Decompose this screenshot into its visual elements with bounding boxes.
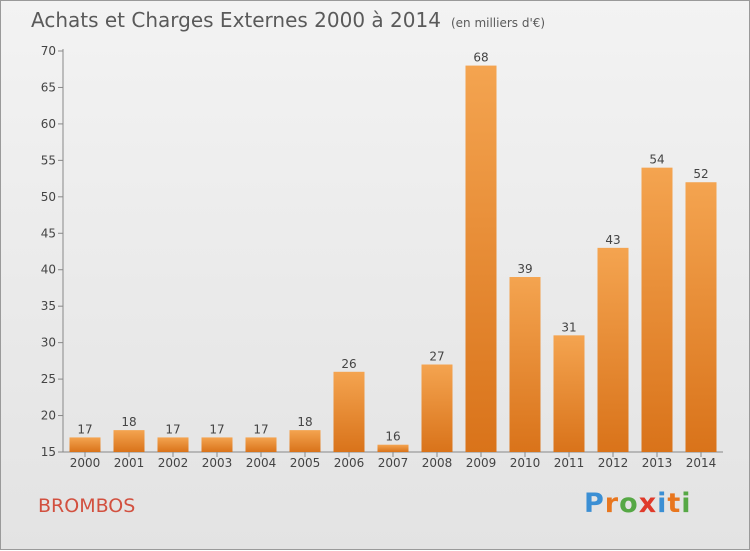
y-tick-label: 35	[41, 299, 56, 313]
bar	[157, 437, 189, 452]
y-tick-label: 70	[41, 44, 56, 58]
data-label: 17	[253, 422, 268, 436]
data-label: 31	[561, 320, 576, 334]
x-tick-label: 2008	[422, 456, 453, 470]
bar	[641, 167, 673, 452]
bar	[201, 437, 233, 452]
bar	[421, 364, 453, 452]
y-tick-label: 65	[41, 80, 56, 94]
chart-title: Achats et Charges Externes 2000 à 2014 (e…	[31, 8, 545, 32]
bar	[113, 430, 145, 452]
logo-letter: P	[584, 488, 605, 519]
x-tick-label: 2010	[510, 456, 541, 470]
y-tick-label: 45	[41, 226, 56, 240]
x-tick-label: 2013	[642, 456, 673, 470]
data-label: 39	[517, 262, 532, 276]
bar	[377, 444, 409, 452]
bar	[597, 247, 629, 452]
bar	[509, 277, 541, 452]
logo-letter: x	[638, 488, 658, 519]
logo-letter: o	[619, 488, 639, 519]
logo-letter: t	[667, 488, 682, 519]
logo-letter: i	[681, 488, 692, 519]
y-tick-label: 50	[41, 190, 56, 204]
x-tick-label: 2014	[686, 456, 717, 470]
y-tick-label: 20	[41, 409, 56, 423]
x-tick-label: 2005	[290, 456, 321, 470]
x-tick-label: 2003	[202, 456, 233, 470]
data-label: 17	[165, 422, 180, 436]
data-label: 18	[121, 415, 136, 429]
data-label: 17	[77, 422, 92, 436]
bar	[69, 437, 101, 452]
y-tick-label: 40	[41, 263, 56, 277]
y-tick-label: 55	[41, 153, 56, 167]
proxiti-logo: Proxiti	[584, 488, 692, 519]
bar	[685, 182, 717, 452]
data-label: 16	[385, 430, 400, 444]
bar	[553, 335, 585, 452]
data-label: 18	[297, 415, 312, 429]
logo-letter: i	[657, 488, 668, 519]
data-label: 54	[649, 153, 664, 167]
data-label: 17	[209, 422, 224, 436]
x-tick-label: 2002	[158, 456, 189, 470]
bar	[289, 430, 321, 452]
commune-name: BROMBOS	[38, 495, 136, 517]
chart-title-text: Achats et Charges Externes 2000 à 2014	[31, 8, 441, 32]
data-label: 52	[693, 167, 708, 181]
bar	[333, 371, 365, 452]
x-tick-label: 2006	[334, 456, 365, 470]
y-tick-label: 30	[41, 336, 56, 350]
x-tick-label: 2012	[598, 456, 629, 470]
logo-letter: r	[604, 488, 620, 519]
x-tick-label: 2001	[114, 456, 145, 470]
bar	[245, 437, 277, 452]
x-tick-label: 2011	[554, 456, 585, 470]
x-tick-label: 2009	[466, 456, 497, 470]
data-label: 68	[473, 51, 488, 65]
chart-unit: (en milliers d'€)	[450, 16, 546, 30]
x-tick-label: 2000	[70, 456, 101, 470]
y-tick-label: 25	[41, 372, 56, 386]
bar	[465, 65, 497, 452]
y-tick-label: 15	[41, 445, 56, 459]
data-label: 43	[605, 233, 620, 247]
x-tick-label: 2004	[246, 456, 277, 470]
y-tick-label: 60	[41, 117, 56, 131]
data-label: 27	[429, 350, 444, 364]
data-label: 26	[341, 357, 356, 371]
x-tick-label: 2007	[378, 456, 409, 470]
